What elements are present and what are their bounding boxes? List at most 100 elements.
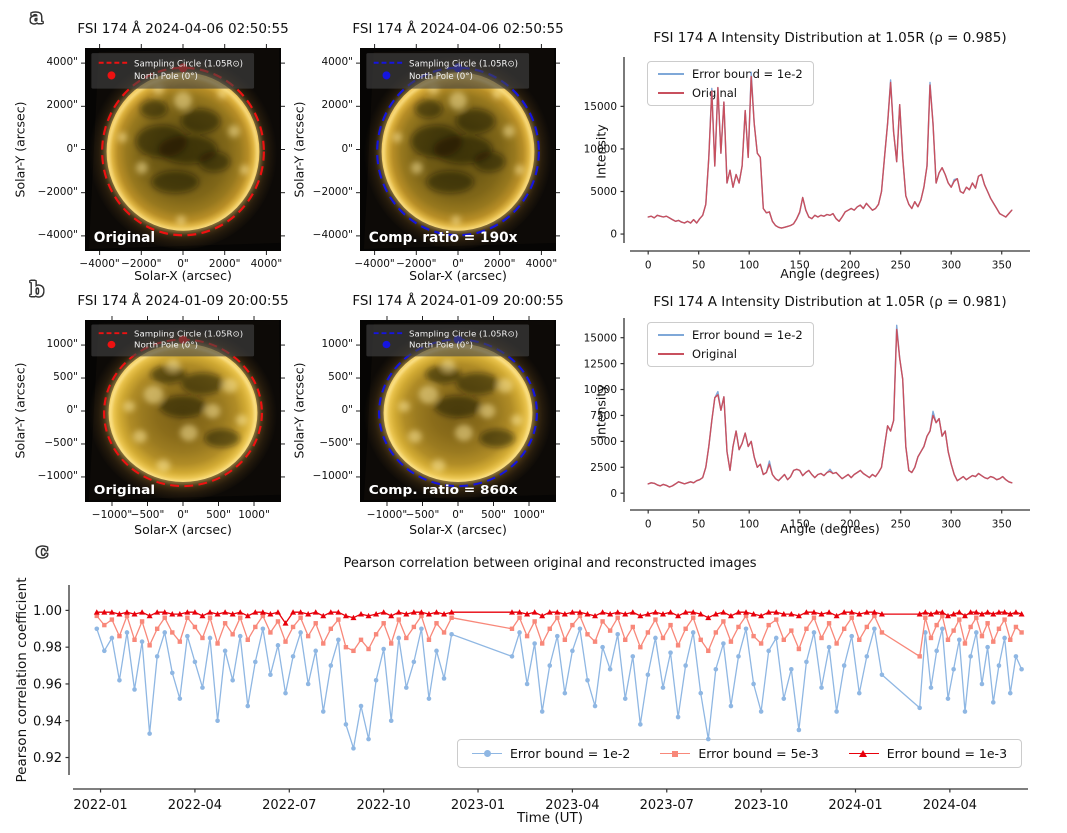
y-tick-label: −2000": [37, 185, 78, 198]
y-tick-label: 4000": [46, 56, 78, 69]
y-tick-label: 500": [53, 371, 78, 384]
subplot-b2-title: FSI 174 Å 2024-01-09 20:00:55: [352, 293, 564, 309]
legend-entry: Error bound = 1e-3: [848, 746, 1008, 761]
image-legend-north-pole: North Pole (0°): [134, 340, 198, 350]
chart-a-ylabel: Intensity: [593, 124, 609, 179]
series-line: [96, 615, 1023, 658]
y-tick-label: 0.96: [33, 678, 62, 693]
x-tick-label: 50: [692, 260, 705, 272]
y-tick-label: 0: [610, 488, 617, 500]
legend-label: Error bound = 5e-3: [698, 746, 819, 761]
x-tick-label: 2022-04: [168, 798, 222, 813]
x-tick-label: 500": [206, 509, 231, 521]
corner-label: Original: [94, 483, 155, 497]
subplot-a2-xlabel: Solar-X (arcsec): [409, 268, 507, 283]
image-legend-sampling-circle: Sampling Circle (1.05R⊙): [409, 59, 518, 69]
corner-label: Comp. ratio = 860x: [369, 483, 518, 497]
subplot-b2-xlabel: Solar-X (arcsec): [409, 522, 507, 537]
x-tick-label: −1000": [91, 509, 133, 521]
x-tick-label: 0: [645, 519, 652, 531]
chart-b-ylabel: Intensity: [593, 384, 609, 439]
panel-a-letter: a: [30, 4, 43, 28]
y-tick-label: 1000": [321, 338, 353, 351]
y-tick-label: −4000": [312, 228, 353, 241]
y-tick-label: 0": [341, 404, 353, 416]
x-tick-label: 2022-10: [356, 798, 410, 813]
x-tick-label: 500": [481, 509, 506, 521]
legend-line-sample-red: [658, 352, 684, 356]
legend-label: Original: [692, 86, 738, 100]
series-line: [96, 628, 1023, 749]
panel-b-letter: b: [30, 277, 44, 301]
legend-entry: Error bound = 1e-2: [658, 67, 803, 81]
chart-c-title: Pearson correlation between original and…: [343, 556, 757, 571]
x-tick-label: 4000": [525, 258, 558, 270]
subplot-a1-xlabel: Solar-X (arcsec): [134, 268, 232, 283]
sampling-circle: [376, 66, 540, 237]
x-tick-label: 0: [645, 260, 652, 272]
x-tick-label: 4000": [250, 258, 283, 270]
chart-b-title: FSI 174 A Intensity Distribution at 1.05…: [653, 294, 1007, 310]
image-legend-sampling-circle: Sampling Circle (1.05R⊙): [134, 59, 243, 69]
y-tick-label: 500": [328, 371, 353, 384]
legend-entry: Error bound = 1e-2: [472, 746, 630, 761]
y-tick-label: 1000": [46, 338, 78, 351]
x-tick-label: 2022-01: [73, 798, 127, 813]
y-tick-label: −4000": [37, 228, 78, 241]
legend-line-sample-blue: [658, 333, 684, 337]
chart-c-xlabel: Time (UT): [517, 810, 583, 826]
x-tick-label: 2024-01: [828, 798, 882, 813]
x-tick-label: 2000": [208, 258, 241, 270]
y-tick-label: 0": [66, 142, 78, 155]
y-tick-label: −500": [319, 436, 353, 449]
x-tick-label: 0": [177, 509, 189, 521]
chart-a-title: FSI 174 A Intensity Distribution at 1.05…: [653, 30, 1007, 46]
subplot-a1-title: FSI 174 Å 2024-04-06 02:50:55: [77, 21, 289, 37]
legend-line-sample-red: [658, 91, 684, 95]
subplot-a2-title: FSI 174 Å 2024-04-06 02:50:55: [352, 21, 564, 37]
image-legend-box: [366, 53, 530, 89]
subplot-b1-title: FSI 174 Å 2024-01-09 20:00:55: [77, 293, 289, 309]
x-tick-label: 1000": [513, 509, 545, 521]
legend-label: Error bound = 1e-3: [886, 746, 1008, 761]
x-tick-label: 50: [692, 519, 705, 531]
image-legend-north-pole: North Pole (0°): [409, 72, 473, 82]
subplot-b1-xlabel: Solar-X (arcsec): [134, 522, 232, 537]
y-tick-label: 0": [341, 142, 353, 155]
y-tick-label: 0.94: [33, 714, 62, 729]
legend-line-marker-sample: [660, 749, 691, 758]
series-markers: [94, 626, 1024, 751]
legend-label: Error bound = 1e-2: [692, 67, 803, 81]
image-legend-sampling-circle: Sampling Circle (1.05R⊙): [134, 329, 243, 339]
chart-c-legend: Error bound = 1e-2 Error bound = 5e-3 Er…: [457, 739, 1023, 768]
legend-label: Original: [692, 347, 738, 361]
solar-image-compressed-a: Sampling Circle (1.05R⊙) North Pole (0°) C…: [360, 48, 556, 251]
x-tick-label: 0": [452, 509, 464, 521]
y-tick-label: 2000": [321, 99, 353, 112]
legend-entry: Original: [658, 347, 803, 361]
chart-pearson: 0.92 0.94 0.96 0.98 1.00 2022-01 2022-04 2022-0…: [33, 585, 1028, 813]
solar-image-original-a: Sampling Circle (1.05R⊙) North Pole (0°) O…: [85, 48, 281, 251]
y-tick-label: −1000": [312, 469, 353, 482]
y-tick-label: 0.92: [33, 751, 62, 766]
legend-entry: Original: [658, 86, 803, 100]
y-tick-label: 1.00: [33, 604, 62, 619]
corner-label: Original: [94, 230, 155, 246]
x-tick-label: 2023-10: [734, 798, 788, 813]
x-tick-label: −4000": [354, 258, 395, 270]
y-tick-label: 0.98: [33, 641, 62, 656]
image-legend-sampling-circle: Sampling Circle (1.05R⊙): [409, 329, 518, 339]
chart-a-xlabel: Angle (degrees): [780, 266, 880, 281]
panel-c-letter: c: [36, 538, 49, 562]
x-tick-label: −500": [405, 509, 440, 521]
y-tick-label: 4000": [321, 56, 353, 69]
sampling-circle: [101, 66, 265, 237]
x-tick-label: 2022-07: [262, 798, 316, 813]
series-markers: [93, 609, 1025, 626]
chart-b-xlabel: Angle (degrees): [780, 521, 880, 536]
legend-entry: Error bound = 5e-3: [660, 746, 819, 761]
x-tick-label: −2000": [396, 258, 437, 270]
corner-label: Comp. ratio = 190x: [369, 230, 518, 246]
x-tick-label: −1000": [366, 509, 408, 521]
